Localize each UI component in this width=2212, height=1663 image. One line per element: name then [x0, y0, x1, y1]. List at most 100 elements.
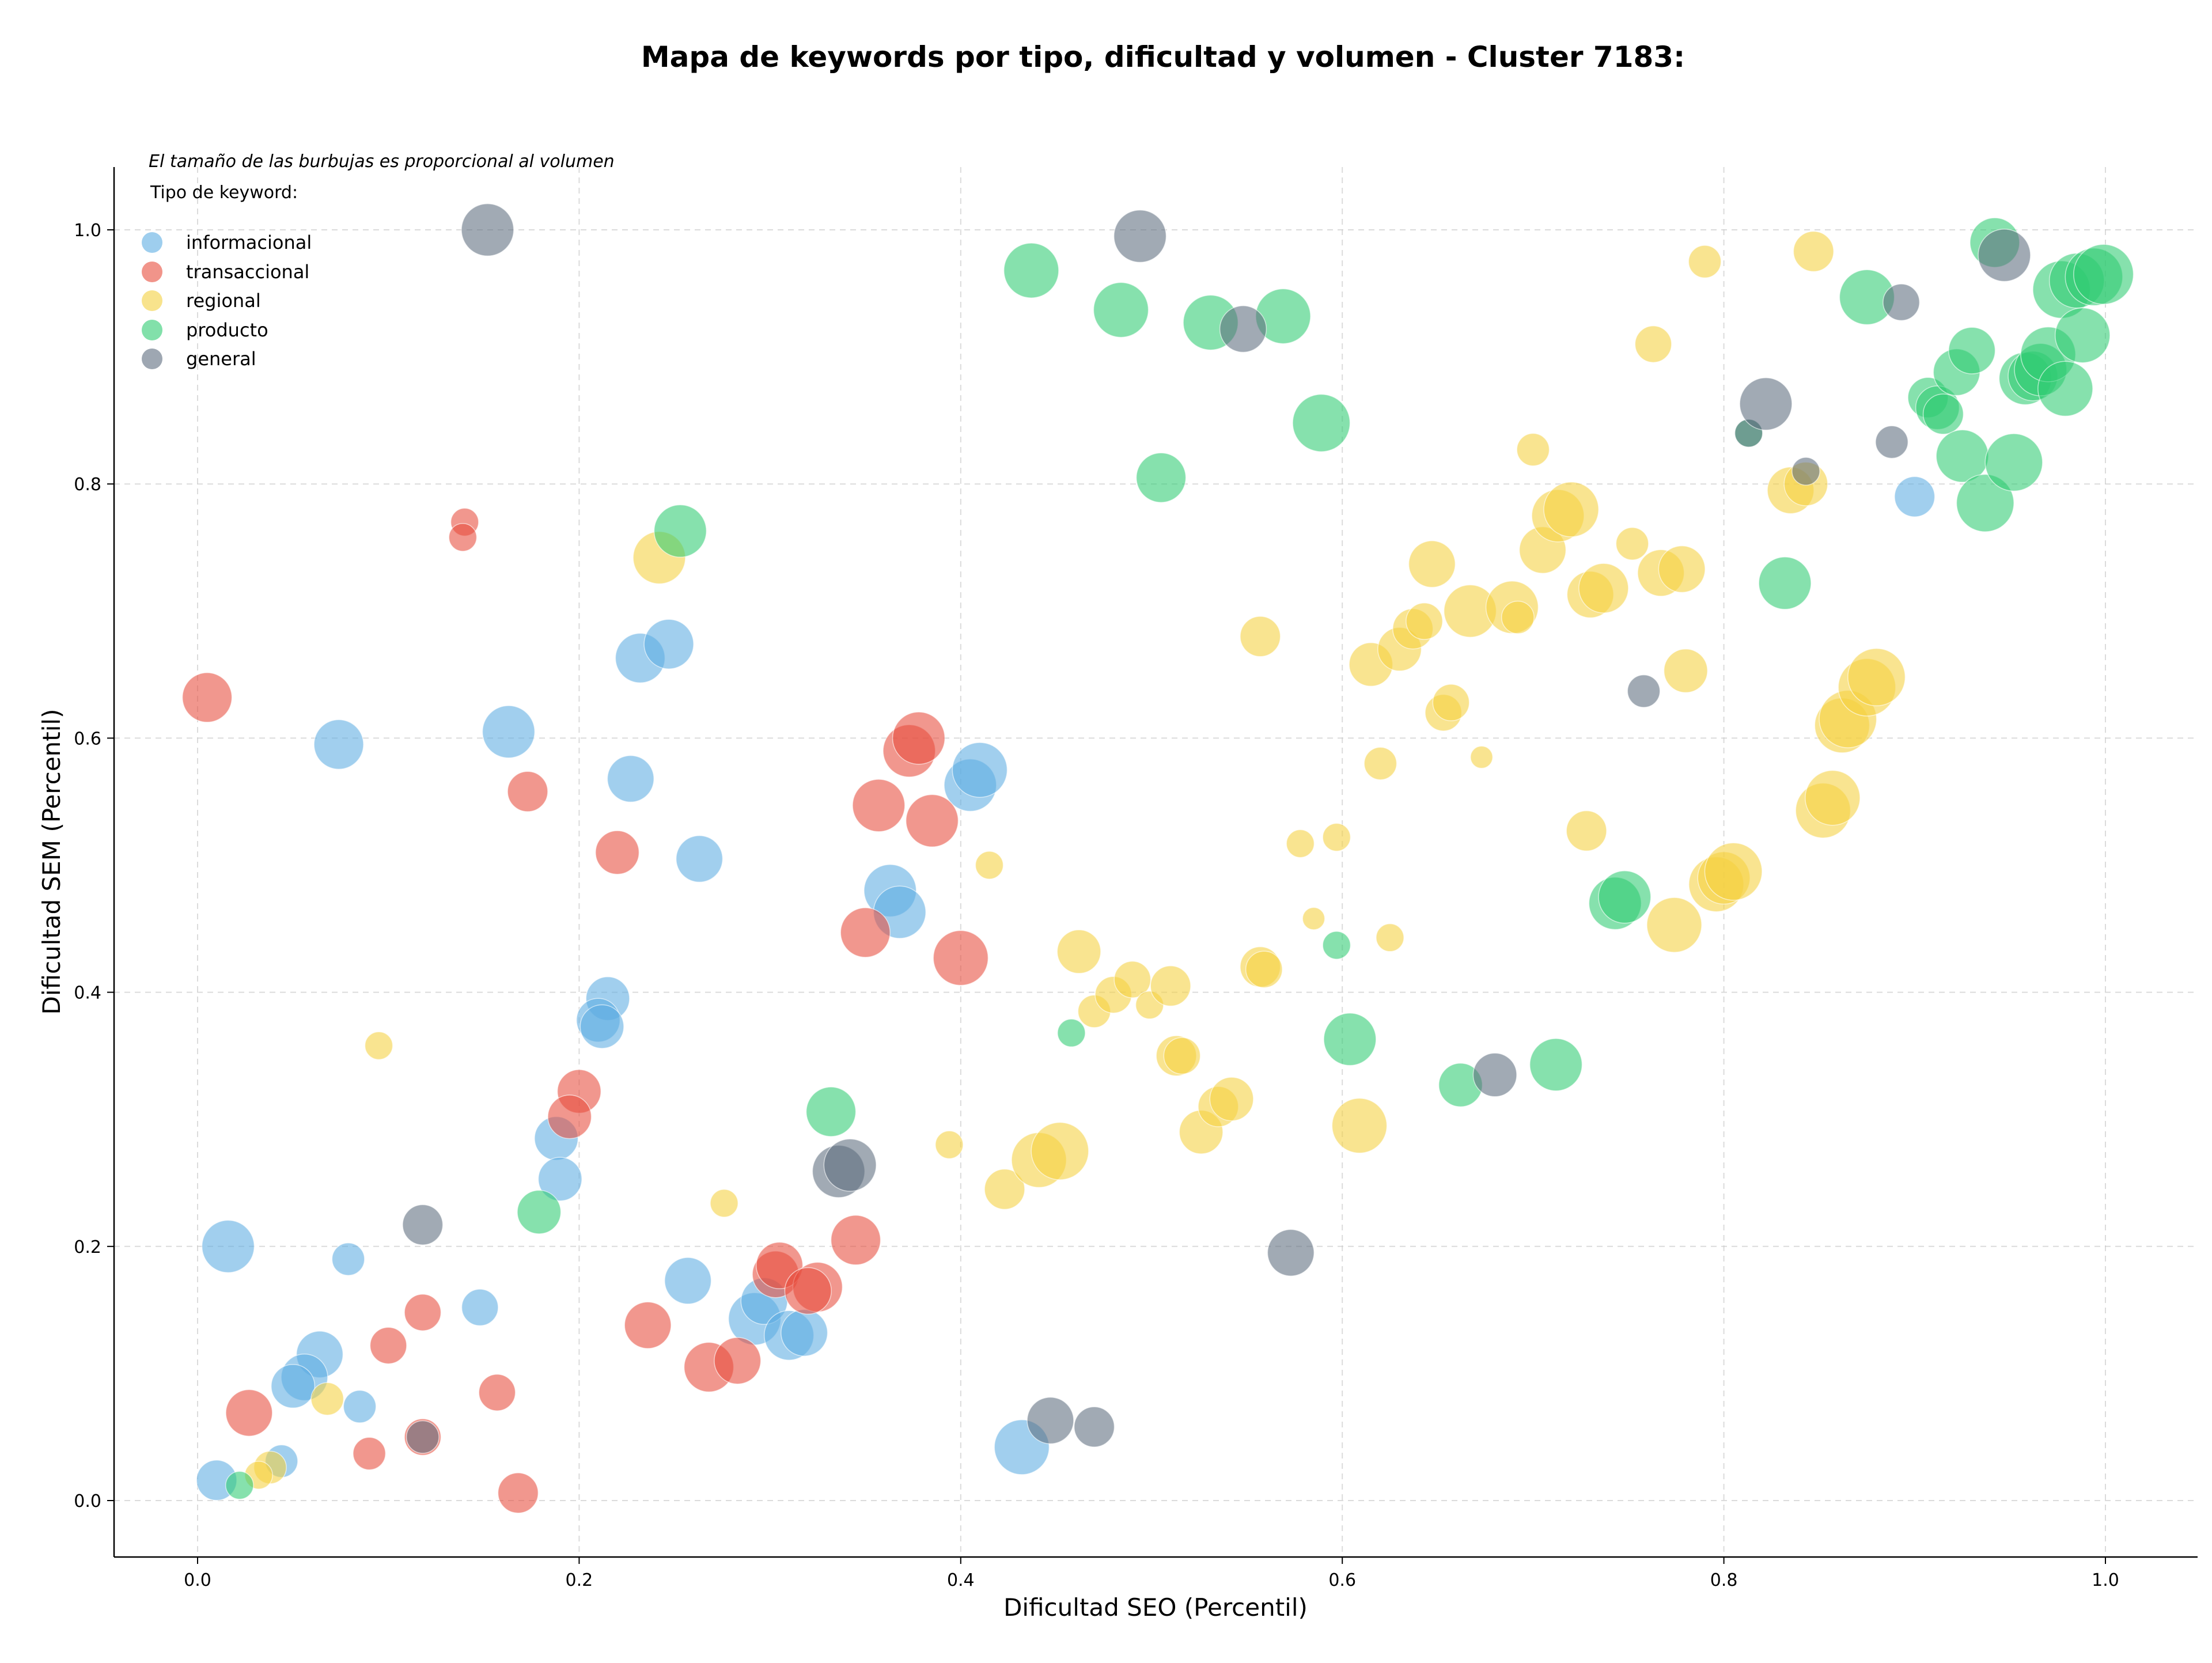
series-regional — [244, 230, 1906, 1490]
x-tick-label: 0.6 — [1328, 1570, 1356, 1590]
legend-entry-transaccional: transaccional — [142, 261, 309, 283]
bubble-regional — [1408, 540, 1456, 588]
legend-entry-producto: producto — [142, 319, 268, 341]
bubble-producto — [1758, 556, 1812, 610]
bubble-producto — [1323, 1013, 1377, 1066]
bubble-informacional — [781, 1309, 828, 1357]
bubble-producto — [225, 1471, 254, 1500]
bubble-general — [461, 203, 514, 257]
bubble-informacional — [343, 1389, 377, 1423]
legend-marker-producto — [142, 320, 162, 340]
bubble-general — [1267, 1229, 1315, 1276]
x-tick-label: 0.2 — [566, 1570, 593, 1590]
legend-entry-informacional: informacional — [142, 232, 312, 253]
bubble-regional — [1578, 563, 1629, 613]
bubble-regional — [984, 1168, 1025, 1210]
bubble-regional — [1658, 545, 1706, 593]
bubble-regional — [1302, 907, 1325, 930]
bubble-regional — [1805, 770, 1861, 826]
bubble-regional — [1793, 230, 1834, 272]
series-transaccional — [181, 507, 989, 1514]
bubble-regional — [1240, 616, 1281, 657]
bubble-general — [1219, 305, 1267, 353]
bubble-producto — [1598, 870, 1652, 924]
series-producto — [225, 217, 2134, 1500]
y-tick-label: 0.6 — [74, 729, 101, 749]
y-tick-label: 0.2 — [74, 1237, 101, 1257]
legend-title: Tipo de keyword: — [150, 183, 298, 203]
bubble-transaccional — [905, 794, 959, 847]
bubble-informacional — [664, 1257, 712, 1305]
x-axis-label: Dificultad SEO (Percentil) — [1003, 1593, 1308, 1622]
bubble-general — [1791, 457, 1820, 486]
bubble-producto — [2054, 307, 2111, 363]
bubble-producto — [1135, 452, 1187, 503]
bubble-regional — [1113, 961, 1152, 998]
bubble-producto — [2037, 361, 2093, 417]
bubble-size-note: El tamaño de las burbujas es proporciona… — [149, 151, 615, 172]
legend-label-regional: regional — [186, 290, 261, 312]
bubble-general — [1472, 1052, 1517, 1097]
bubble-informacional — [643, 619, 694, 669]
bubble-general — [1073, 1406, 1115, 1448]
bubble-informacional — [675, 835, 724, 883]
x-tick-label: 0.8 — [1710, 1570, 1738, 1590]
bubble-transaccional — [547, 1094, 592, 1139]
bubble-general — [1883, 283, 1921, 321]
grid — [114, 167, 2198, 1557]
chart-title: Mapa de keywords por tipo, dificultad y … — [641, 40, 1685, 74]
bubble-transaccional — [784, 1267, 832, 1315]
x-tick-label: 0.4 — [947, 1570, 975, 1590]
bubble-informacional — [331, 1242, 365, 1276]
bubble-informacional — [1894, 476, 1936, 517]
bubble-transaccional — [840, 907, 891, 958]
bubble-transaccional — [225, 1389, 273, 1437]
bubble-regional — [1432, 684, 1470, 722]
bubble-regional — [1704, 842, 1763, 901]
bubble-regional — [1331, 1097, 1388, 1154]
bubble-transaccional — [892, 711, 946, 765]
legend-entry-regional: regional — [142, 290, 261, 312]
bubble-producto — [1003, 243, 1059, 298]
bubble-transaccional — [448, 523, 478, 552]
bubble-transaccional — [404, 1294, 442, 1331]
bubble-producto — [1529, 1038, 1583, 1092]
bubble-regional — [1245, 950, 1283, 988]
bubble-transaccional — [624, 1301, 672, 1349]
bubble-informacional — [201, 1219, 255, 1273]
y-tick-label: 0.0 — [74, 1491, 101, 1512]
legend-marker-regional — [142, 290, 162, 311]
y-tick-label: 0.8 — [74, 475, 101, 495]
bubble-producto — [517, 1190, 562, 1234]
bubble-transaccional — [830, 1215, 881, 1266]
x-tick-label: 0.0 — [184, 1570, 211, 1590]
bubble-regional — [1056, 929, 1101, 974]
series-general — [402, 203, 2031, 1454]
bubble-regional — [1615, 526, 1649, 560]
bubble-regional — [1209, 1077, 1254, 1122]
bubble-transaccional — [933, 930, 989, 986]
bubble-producto — [1093, 282, 1149, 338]
bubble-producto — [1984, 433, 2043, 492]
bubble-producto — [805, 1086, 857, 1137]
bubble-regional — [1516, 433, 1550, 467]
bubble-transaccional — [353, 1437, 387, 1471]
bubble-regional — [1646, 897, 1702, 953]
bubble-informacional — [313, 719, 364, 770]
bubble-transaccional — [369, 1327, 407, 1365]
bubble-regional — [1543, 481, 1599, 537]
legend-marker-general — [142, 348, 162, 369]
series-informacional — [196, 476, 1936, 1501]
bubble-general — [1113, 209, 1167, 263]
bubble-producto — [1948, 327, 1996, 374]
bubble-informacional — [482, 705, 536, 759]
bubble-regional — [1363, 747, 1397, 781]
bubble-regional — [1469, 745, 1494, 769]
legend-marker-transaccional — [142, 262, 162, 282]
legend-entry-general: general — [142, 348, 256, 370]
bubble-regional — [1406, 602, 1444, 640]
legend-marker-informacional — [142, 232, 162, 253]
bubble-regional — [710, 1188, 738, 1218]
